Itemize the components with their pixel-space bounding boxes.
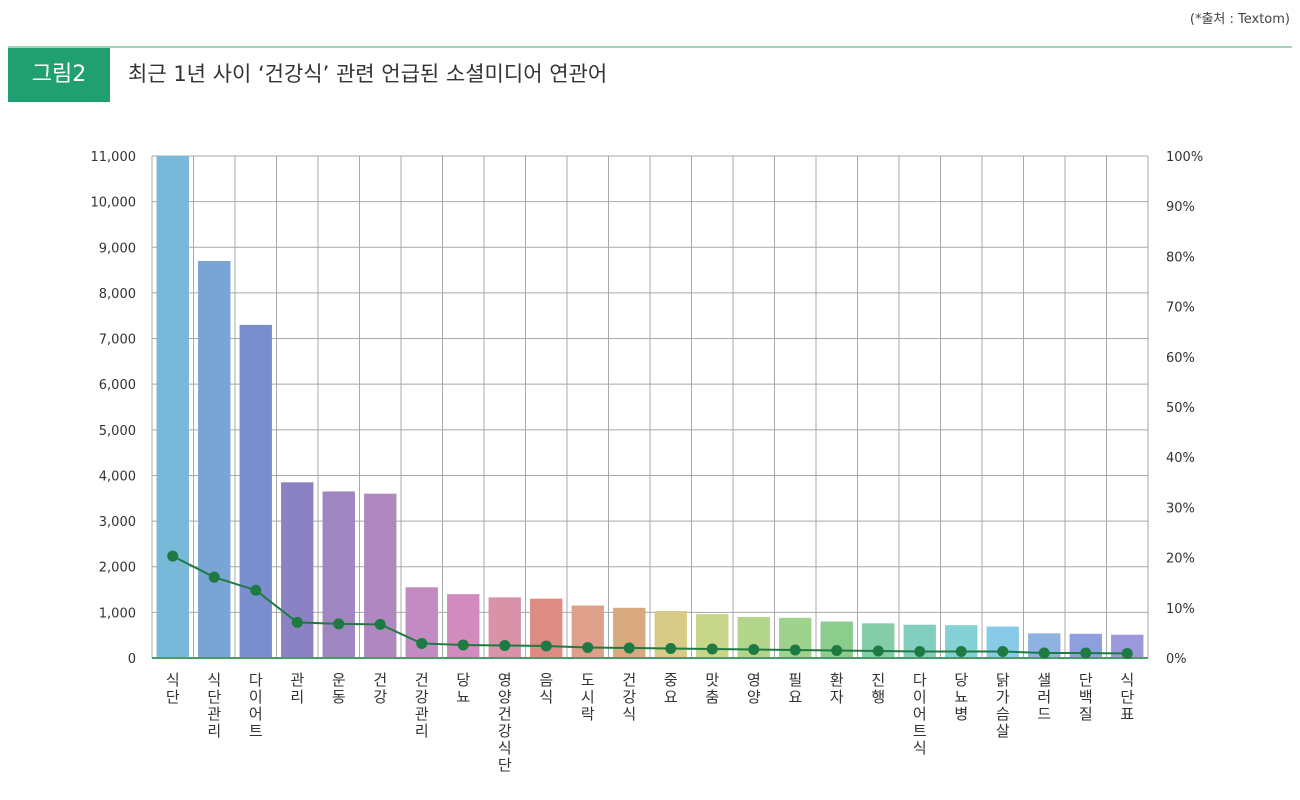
header-rule [8,46,1292,48]
percent-point [1080,647,1092,659]
y-tick-label: 8,000 [99,287,136,302]
y2-tick-label: 20% [1166,552,1195,567]
bar [239,324,272,658]
percent-point [374,618,386,630]
y2-tick-label: 100% [1166,150,1203,165]
percent-point [457,639,469,651]
percent-point [872,645,884,657]
percent-point [1038,647,1050,659]
y-tick-label: 5,000 [99,424,136,439]
y2-tick-label: 60% [1166,351,1195,366]
percent-point [167,550,179,562]
percent-point [333,618,345,630]
y-tick-label: 2,000 [99,561,136,576]
y-tick-label: 3,000 [99,515,136,530]
y-tick-label: 4,000 [99,469,136,484]
y-tick-label: 7,000 [99,333,136,348]
percent-point [499,639,511,651]
percent-line [172,555,1128,655]
y-tick-label: 10,000 [91,196,137,211]
y-tick-label: 11,000 [91,150,137,165]
y-tick-label: 1,000 [99,606,136,621]
y2-tick-label: 80% [1166,250,1195,265]
y2-tick-label: 70% [1166,301,1195,316]
y2-tick-label: 90% [1166,200,1195,215]
percent-point [955,645,967,657]
y-tick-label: 6,000 [99,378,136,393]
percent-point [416,637,428,649]
percent-point [665,642,677,654]
percent-point [748,643,760,655]
percent-point [208,571,220,583]
y2-tick-label: 10% [1166,602,1195,617]
y2-tick-label: 0% [1166,652,1187,667]
percent-point [540,640,552,652]
percent-point [291,616,303,628]
percent-point [250,584,262,596]
bar [364,493,397,658]
percent-point [997,645,1009,657]
percent-point [623,642,635,654]
y2-tick-label: 40% [1166,451,1195,466]
percent-point [789,644,801,656]
bar [281,482,314,658]
y-tick-label: 9,000 [99,241,136,256]
percent-point [831,644,843,656]
bar [1111,634,1144,658]
bar [156,156,189,658]
y2-tick-label: 30% [1166,501,1195,516]
bar [322,491,355,658]
bar [198,260,231,658]
figure-title: 최근 1년 사이 ‘건강식’ 관련 언급된 소셜미디어 연관어 [128,62,608,86]
percent-point [914,645,926,657]
percent-point [706,643,718,655]
percent-point [582,641,594,653]
percent-point [1121,647,1133,659]
y2-tick-label: 50% [1166,401,1195,416]
figure-badge: 그림2 [8,48,110,102]
source-note: (*출처 : Textom) [1189,12,1290,27]
y-tick-label: 0 [128,652,136,667]
